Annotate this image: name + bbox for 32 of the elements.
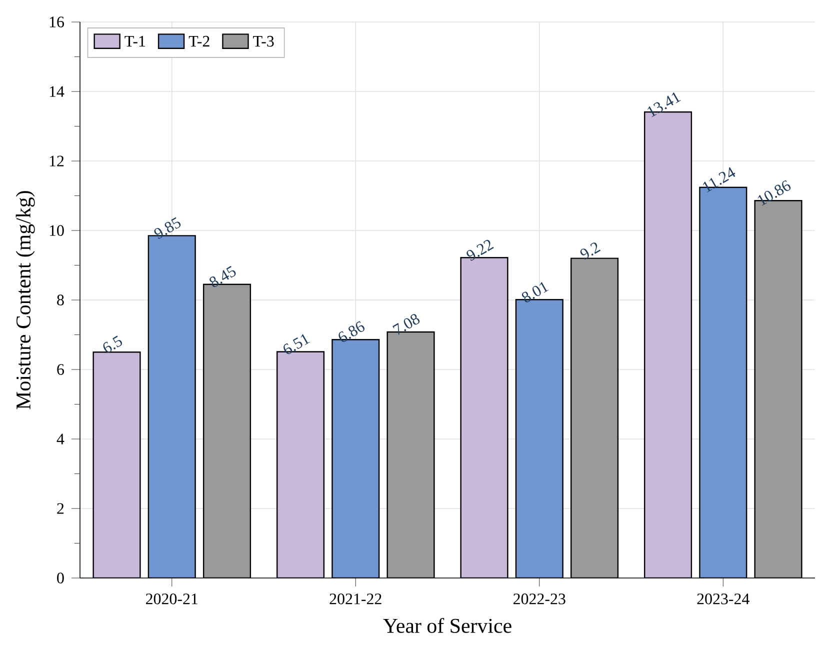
x-tick-label: 2023-24 <box>697 594 750 604</box>
data-label: 13.41 <box>648 92 681 118</box>
bar <box>92 352 141 578</box>
data-label: 11.24 <box>702 167 736 192</box>
data-label: 6.86 <box>338 321 364 342</box>
data-label: 9.22 <box>466 240 494 261</box>
y-tick-label: 16 <box>50 16 64 28</box>
data-label: 6.5 <box>103 336 122 352</box>
data-label: 6.51 <box>284 334 310 354</box>
y-tick-label: 10 <box>50 225 64 236</box>
bar <box>570 258 619 578</box>
legend-label: T-2 <box>188 36 210 46</box>
data-label: 7.08 <box>392 314 420 335</box>
y-tick-label: 4 <box>56 434 64 444</box>
x-tick-label: 2022-23 <box>514 594 566 604</box>
x-tick-label: 2021-22 <box>330 594 382 604</box>
y-tick-label: 2 <box>57 503 64 514</box>
y-tick-label: 6 <box>57 364 64 375</box>
y-tick-label: 8 <box>57 294 64 306</box>
y-axis-title: Moisture Content (mg/kg) <box>16 191 35 410</box>
data-label: 10.86 <box>758 180 791 206</box>
data-label: 8.45 <box>210 266 236 288</box>
legend-label: T-1 <box>124 36 146 46</box>
data-label: 8.01 <box>522 282 549 302</box>
data-label: 9.85 <box>154 217 181 239</box>
y-tick-label: 0 <box>57 572 64 584</box>
x-tick-label: 2020-21 <box>146 594 198 604</box>
y-tick-label: 14 <box>50 86 64 97</box>
legend-label: T-3 <box>253 36 274 47</box>
y-tick-label: 12 <box>50 156 64 166</box>
x-axis-title: Year of Service <box>383 618 512 633</box>
data-label: 9.2 <box>580 242 601 260</box>
